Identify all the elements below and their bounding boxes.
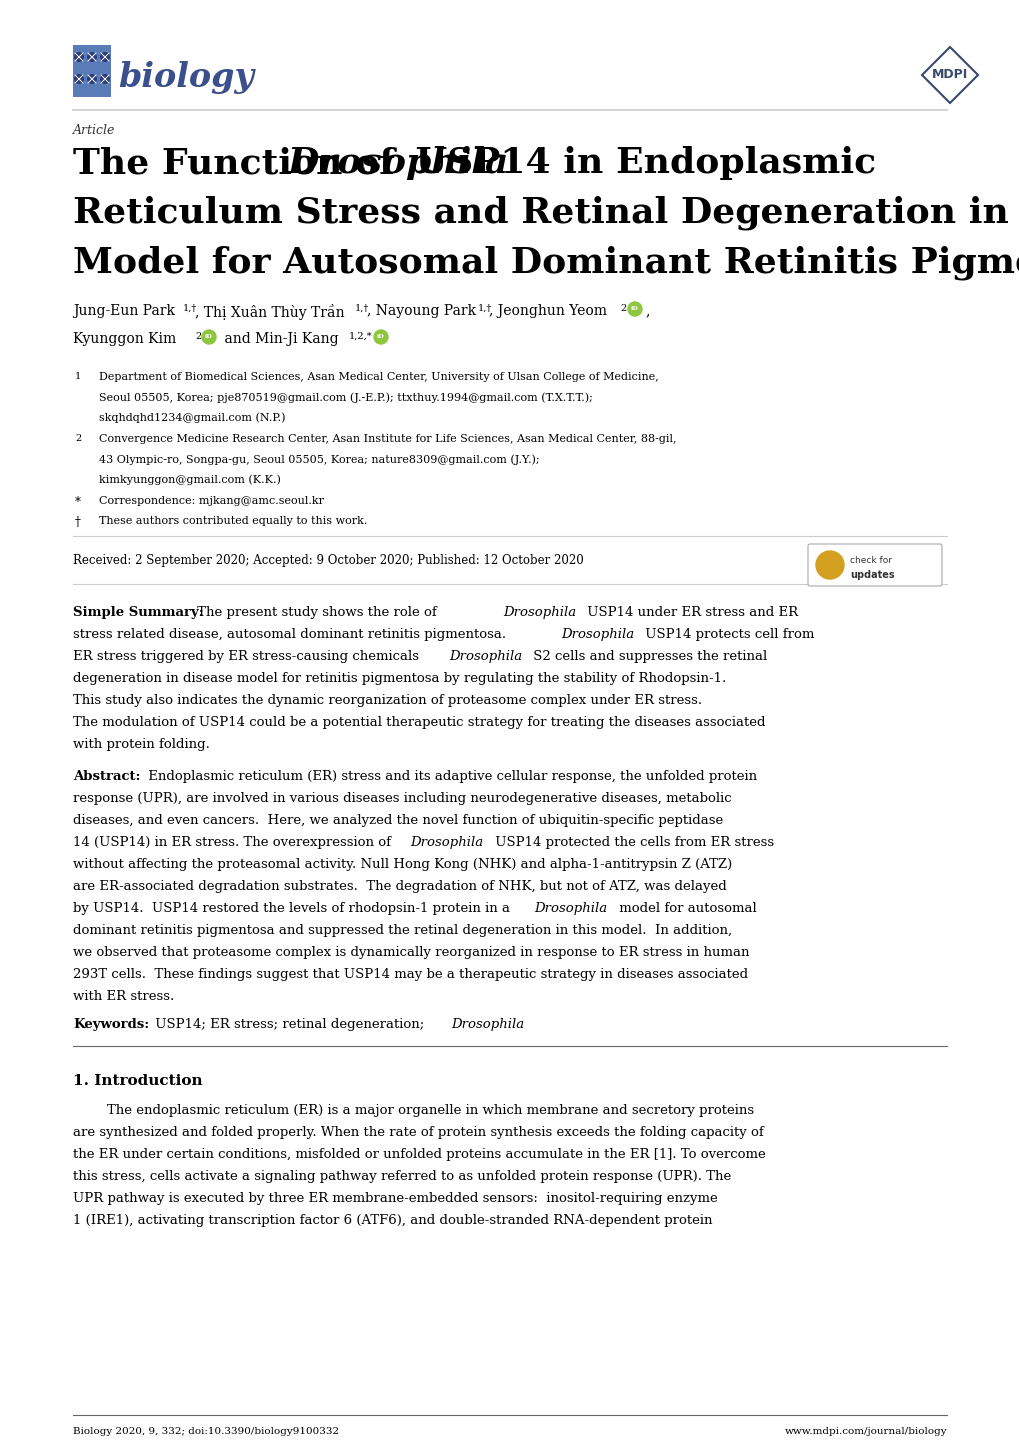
Text: by USP14.  USP14 restored the levels of rhodopsin-1 protein in a: by USP14. USP14 restored the levels of r…	[73, 903, 514, 916]
Circle shape	[87, 52, 97, 62]
Text: iD: iD	[205, 335, 213, 339]
Text: iD: iD	[631, 307, 638, 311]
Circle shape	[202, 330, 216, 345]
Text: Simple Summary:: Simple Summary:	[73, 606, 204, 619]
Text: Model for Autosomal Dominant Retinitis Pigmentosa: Model for Autosomal Dominant Retinitis P…	[73, 247, 1019, 281]
Circle shape	[100, 74, 110, 84]
Text: S2 cells and suppresses the retinal: S2 cells and suppresses the retinal	[529, 650, 766, 663]
Text: Received: 2 September 2020; Accepted: 9 October 2020; Published: 12 October 2020: Received: 2 September 2020; Accepted: 9 …	[73, 554, 583, 567]
Circle shape	[374, 330, 387, 345]
Text: , Nayoung Park: , Nayoung Park	[367, 304, 480, 319]
FancyBboxPatch shape	[73, 45, 111, 97]
Text: Drosophila: Drosophila	[287, 146, 508, 180]
Text: without affecting the proteasomal activity. Null Hong Kong (NHK) and alpha-1-ant: without affecting the proteasomal activi…	[73, 858, 732, 871]
Text: stress related disease, autosomal dominant retinitis pigmentosa.: stress related disease, autosomal domina…	[73, 629, 510, 642]
Text: Abstract:: Abstract:	[73, 770, 141, 783]
Text: Jung-Eun Park: Jung-Eun Park	[73, 304, 179, 319]
Text: we observed that proteasome complex is dynamically reorganized in response to ER: we observed that proteasome complex is d…	[73, 946, 749, 959]
Text: 2: 2	[620, 304, 626, 313]
Text: Drosophila: Drosophila	[502, 606, 576, 619]
Circle shape	[628, 301, 641, 316]
Text: 1 (IRE1), activating transcription factor 6 (ATF6), and double-stranded RNA-depe: 1 (IRE1), activating transcription facto…	[73, 1214, 712, 1227]
Text: Drosophila: Drosophila	[534, 903, 606, 916]
Text: The modulation of USP14 could be a potential therapeutic strategy for treating t: The modulation of USP14 could be a poten…	[73, 717, 764, 730]
Text: Department of Biomedical Sciences, Asan Medical Center, University of Ulsan Coll: Department of Biomedical Sciences, Asan …	[99, 372, 658, 382]
Text: Biology 2020, 9, 332; doi:10.3390/biology9100332: Biology 2020, 9, 332; doi:10.3390/biolog…	[73, 1428, 338, 1436]
Text: Kyunggon Kim: Kyunggon Kim	[73, 332, 180, 346]
Text: Reticulum Stress and Retinal Degeneration in a: Reticulum Stress and Retinal Degeneratio…	[73, 196, 1019, 231]
Circle shape	[100, 52, 110, 62]
Text: These authors contributed equally to this work.: These authors contributed equally to thi…	[99, 516, 367, 526]
Text: The present study shows the role of: The present study shows the role of	[193, 606, 440, 619]
Text: iD: iD	[377, 335, 384, 339]
Text: Seoul 05505, Korea; pje870519@gmail.com (J.-E.P.); ttxthuy.1994@gmail.com (T.X.T: Seoul 05505, Korea; pje870519@gmail.com …	[99, 392, 592, 402]
Text: 1,†: 1,†	[182, 304, 198, 313]
Text: 1: 1	[75, 372, 82, 381]
Text: Drosophila: Drosophila	[448, 650, 522, 663]
Text: USP14 protects cell from: USP14 protects cell from	[640, 629, 813, 642]
Text: are synthesized and folded properly. When the rate of protein synthesis exceeds : are synthesized and folded properly. Whe…	[73, 1126, 763, 1139]
Text: Article: Article	[73, 124, 115, 137]
Text: USP14 protected the cells from ER stress: USP14 protected the cells from ER stress	[490, 836, 773, 849]
Text: updates: updates	[849, 570, 894, 580]
Text: *: *	[75, 496, 81, 509]
Text: 1,2,*: 1,2,*	[348, 332, 372, 340]
Text: with ER stress.: with ER stress.	[73, 991, 174, 1004]
Text: Drosophila: Drosophila	[450, 1018, 524, 1031]
Text: ,: ,	[644, 304, 649, 319]
Text: kimkyunggon@gmail.com (K.K.): kimkyunggon@gmail.com (K.K.)	[99, 474, 280, 485]
Text: model for autosomal: model for autosomal	[614, 903, 756, 916]
Text: UPR pathway is executed by three ER membrane-embedded sensors:  inositol-requiri: UPR pathway is executed by three ER memb…	[73, 1193, 717, 1206]
Text: †: †	[75, 516, 81, 529]
Text: dominant retinitis pigmentosa and suppressed the retinal degeneration in this mo: dominant retinitis pigmentosa and suppre…	[73, 924, 732, 937]
Text: Convergence Medicine Research Center, Asan Institute for Life Sciences, Asan Med: Convergence Medicine Research Center, As…	[99, 434, 676, 444]
Text: check for: check for	[849, 557, 892, 565]
Text: 43 Olympic-ro, Songpa-gu, Seoul 05505, Korea; nature8309@gmail.com (J.Y.);: 43 Olympic-ro, Songpa-gu, Seoul 05505, K…	[99, 454, 539, 464]
Text: diseases, and even cancers.  Here, we analyzed the novel function of ubiquitin-s: diseases, and even cancers. Here, we ana…	[73, 813, 722, 828]
Text: 1. Introduction: 1. Introduction	[73, 1074, 203, 1089]
Text: USP14 in Endoplasmic: USP14 in Endoplasmic	[403, 146, 875, 180]
Text: 2: 2	[195, 332, 201, 340]
Text: 1,†: 1,†	[478, 304, 492, 313]
Text: Endoplasmic reticulum (ER) stress and its adaptive cellular response, the unfold: Endoplasmic reticulum (ER) stress and it…	[144, 770, 756, 783]
FancyBboxPatch shape	[807, 544, 942, 585]
Text: degeneration in disease model for retinitis pigmentosa by regulating the stabili: degeneration in disease model for retini…	[73, 672, 726, 685]
Text: USP14 under ER stress and ER: USP14 under ER stress and ER	[583, 606, 797, 619]
Circle shape	[74, 74, 84, 84]
Text: are ER-associated degradation substrates.  The degradation of NHK, but not of AT: are ER-associated degradation substrates…	[73, 880, 727, 893]
Text: with protein folding.: with protein folding.	[73, 738, 210, 751]
Text: Drosophila: Drosophila	[560, 629, 634, 642]
Text: The endoplasmic reticulum (ER) is a major organelle in which membrane and secret: The endoplasmic reticulum (ER) is a majo…	[107, 1105, 753, 1118]
Text: skqhdqhd1234@gmail.com (N.P.): skqhdqhd1234@gmail.com (N.P.)	[99, 412, 285, 423]
Text: the ER under certain conditions, misfolded or unfolded proteins accumulate in th: the ER under certain conditions, misfold…	[73, 1148, 765, 1161]
Text: , Thị Xuân Thùy Trần: , Thị Xuân Thùy Trần	[195, 304, 348, 320]
Text: Keywords:: Keywords:	[73, 1018, 149, 1031]
Text: 2: 2	[75, 434, 82, 443]
Circle shape	[815, 551, 843, 580]
Text: response (UPR), are involved in various diseases including neurodegenerative dis: response (UPR), are involved in various …	[73, 792, 731, 805]
Text: ER stress triggered by ER stress-causing chemicals: ER stress triggered by ER stress-causing…	[73, 650, 423, 663]
Text: This study also indicates the dynamic reorganization of proteasome complex under: This study also indicates the dynamic re…	[73, 694, 701, 707]
Text: ✓: ✓	[825, 559, 833, 571]
Text: biology: biology	[118, 61, 254, 94]
Text: this stress, cells activate a signaling pathway referred to as unfolded protein : this stress, cells activate a signaling …	[73, 1169, 731, 1182]
Text: 293T cells.  These findings suggest that USP14 may be a therapeutic strategy in : 293T cells. These findings suggest that …	[73, 968, 747, 981]
Text: www.mdpi.com/journal/biology: www.mdpi.com/journal/biology	[784, 1428, 946, 1436]
Text: MDPI: MDPI	[931, 69, 967, 82]
Circle shape	[74, 52, 84, 62]
Text: 1,†: 1,†	[355, 304, 369, 313]
Text: , Jeonghun Yeom: , Jeonghun Yeom	[488, 304, 610, 319]
Text: 14 (USP14) in ER stress. The overexpression of: 14 (USP14) in ER stress. The overexpress…	[73, 836, 395, 849]
Text: The Function of: The Function of	[73, 146, 408, 180]
Text: USP14; ER stress; retinal degeneration;: USP14; ER stress; retinal degeneration;	[151, 1018, 428, 1031]
Text: Correspondence: mjkang@amc.seoul.kr: Correspondence: mjkang@amc.seoul.kr	[99, 496, 324, 506]
Text: and Min-Ji Kang: and Min-Ji Kang	[220, 332, 342, 346]
Text: Drosophila: Drosophila	[410, 836, 483, 849]
Circle shape	[87, 74, 97, 84]
Polygon shape	[921, 48, 977, 102]
